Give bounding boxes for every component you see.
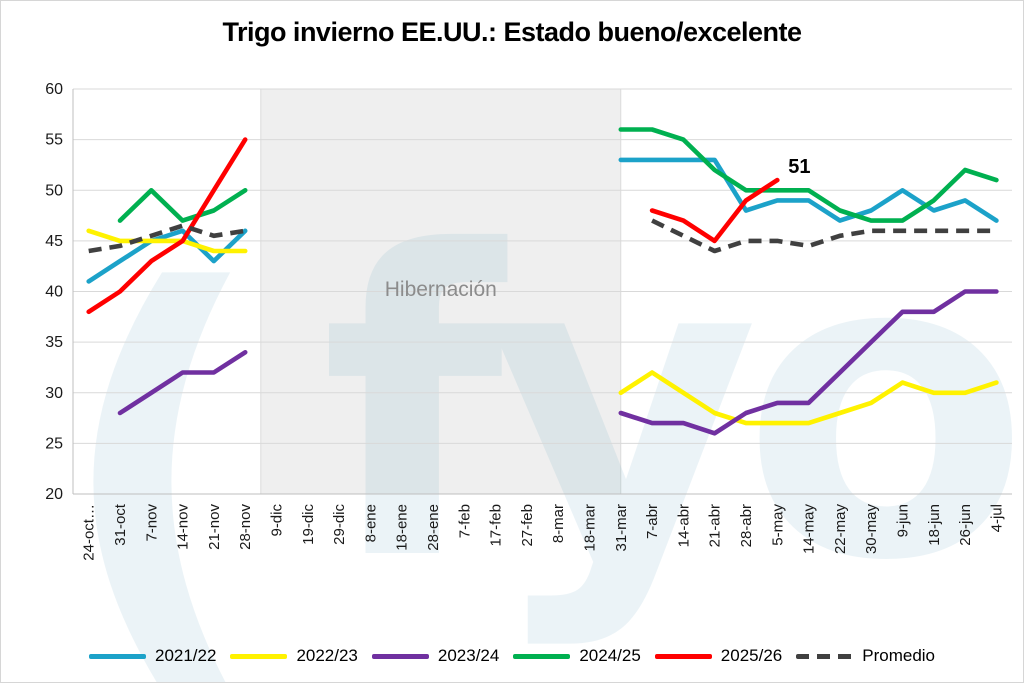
y-tick-label: 40 (45, 284, 63, 301)
y-tick-label: 50 (45, 182, 63, 199)
x-tick-label: 21-nov (206, 504, 223, 550)
x-tick-label: 17-feb (488, 504, 505, 547)
y-tick-label: 60 (45, 81, 63, 98)
hibernation-label: Hibernación (385, 278, 497, 301)
series-line-2024-25 (117, 127, 999, 223)
x-tick-label: 28-ene (425, 504, 442, 551)
legend-label: Promedio (862, 646, 936, 665)
x-tick-label: 18-jun (926, 504, 943, 546)
svg-text:fyo: fyo (321, 164, 1017, 653)
x-tick-label: 29-dic (331, 504, 348, 545)
x-tick-label: 31-oct (112, 503, 129, 546)
legend-item-2025-26: 2025/26 (654, 646, 783, 666)
x-tick-label: 31-mar (613, 504, 630, 552)
x-tick-label: 9-jun (894, 504, 911, 537)
y-tick-label: 45 (45, 233, 63, 250)
x-tick-label: 14-may (801, 504, 818, 555)
legend-label: 2023/24 (437, 646, 500, 665)
legend-swatch (371, 653, 429, 659)
x-tick-label: 8-mar (550, 504, 567, 543)
series-line-2023-24 (117, 289, 999, 436)
legend-swatch (654, 653, 712, 659)
series-line-promedio (88, 218, 997, 254)
series-line-2022-23 (86, 228, 999, 426)
x-tick-label: 28-nov (237, 504, 254, 550)
x-tick-label: 4-jul (988, 504, 1005, 532)
chart-title: Trigo invierno EE.UU.: Estado bueno/exce… (222, 17, 802, 47)
y-tick-label: 55 (45, 132, 63, 149)
x-tick-label: 30-may (863, 504, 880, 555)
legend-label: 2022/23 (296, 646, 358, 665)
x-tick-label: 7-abr (644, 504, 661, 539)
x-tick-label: 28-abr (738, 504, 755, 547)
x-tick-label: 7-feb (456, 504, 473, 538)
legend-swatch (513, 653, 571, 659)
legend-label: 2021/22 (154, 646, 217, 665)
x-tick-label: 8-ene (362, 504, 379, 542)
legend-item-promedio: Promedio (796, 646, 935, 666)
legend: 2021/22 2022/23 2023/24 2024/25 2025/26 Prome… (1, 646, 1023, 666)
series-line-2025-26 (86, 137, 780, 315)
x-tick-label: 21-abr (707, 504, 724, 547)
x-tick-label: 26-jun (957, 504, 974, 546)
x-tick-label: 24-oct… (81, 504, 98, 561)
legend-item-2023-24: 2023/24 (371, 646, 500, 666)
series-line-2021-22 (86, 157, 999, 284)
legend-item-2024-25: 2024/25 (513, 646, 641, 666)
x-tick-label: 27-feb (519, 504, 536, 547)
legend-swatch (88, 653, 146, 659)
y-tick-label: 30 (45, 385, 63, 402)
x-tick-label: 14-abr (675, 504, 692, 547)
y-tick-label: 35 (45, 334, 63, 351)
legend-label: 2025/26 (720, 646, 783, 665)
x-tick-label: 9-dic (268, 504, 285, 537)
x-tick-label: 7-nov (143, 504, 160, 542)
x-tick-label: 18-ene (394, 504, 411, 551)
y-tick-label: 20 (45, 486, 63, 503)
legend-item-2022-23: 2022/23 (230, 646, 358, 666)
svg-text:(: ( (53, 193, 268, 682)
y-tick-label: 25 (45, 435, 63, 452)
legend-swatch (230, 653, 288, 659)
legend-item-2021-22: 2021/22 (88, 646, 217, 666)
x-tick-label: 5-may (769, 504, 786, 546)
fyo-watermark-icon: (fyo (53, 164, 1023, 682)
x-tick-label: 18-mar (581, 504, 598, 552)
legend-label: 2024/25 (579, 646, 641, 665)
data-label-annotation: 51 (788, 156, 810, 178)
x-tick-label: 14-nov (175, 504, 192, 550)
x-tick-label: 22-may (832, 504, 849, 555)
x-tick-label: 19-dic (300, 504, 317, 545)
legend-swatch (796, 653, 854, 659)
